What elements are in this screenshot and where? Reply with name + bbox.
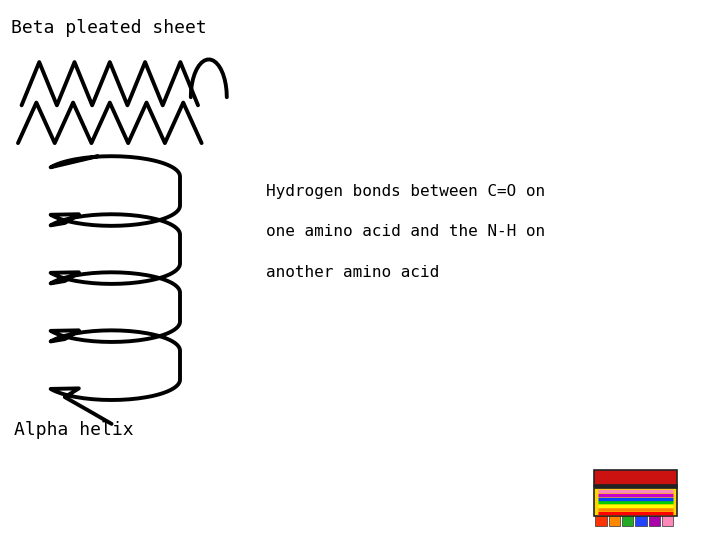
Bar <box>635 515 647 526</box>
Text: another amino acid: another amino acid <box>266 265 440 280</box>
Bar <box>595 515 607 526</box>
Text: Alpha helix: Alpha helix <box>14 421 134 439</box>
Bar <box>649 515 660 526</box>
Text: one amino acid and the N-H on: one amino acid and the N-H on <box>266 224 546 239</box>
Bar <box>662 515 673 526</box>
Bar <box>622 515 634 526</box>
Bar <box>609 515 620 526</box>
Text: Hydrogen bonds between C=O on: Hydrogen bonds between C=O on <box>266 184 546 199</box>
Bar <box>594 484 677 488</box>
Bar <box>594 486 677 516</box>
Text: Beta pleated sheet: Beta pleated sheet <box>11 19 207 37</box>
Bar <box>594 470 677 486</box>
